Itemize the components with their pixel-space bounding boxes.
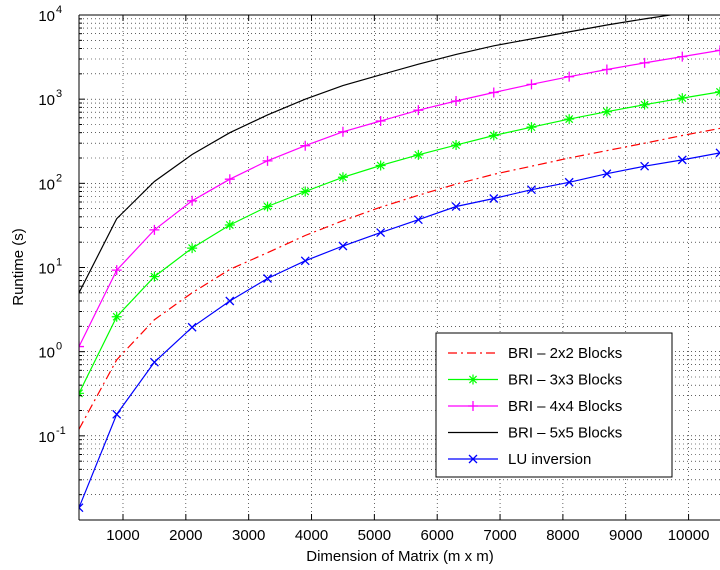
legend-label: LU inversion bbox=[508, 451, 591, 468]
series-line bbox=[79, 15, 675, 294]
legend-label: BRI – 5x5 Blocks bbox=[508, 425, 622, 442]
y-tick-exponent: 2 bbox=[56, 172, 62, 184]
series-markers bbox=[79, 45, 720, 513]
x-tick-label: 6000 bbox=[421, 527, 454, 544]
y-tick-exponent: 3 bbox=[56, 88, 62, 100]
series-marker bbox=[376, 228, 386, 238]
series-marker bbox=[112, 409, 122, 419]
series-marker bbox=[468, 374, 478, 385]
series-marker bbox=[451, 96, 462, 107]
y-tick-label: 10 bbox=[38, 176, 55, 193]
series-marker bbox=[187, 195, 198, 206]
y-tick-exponent: 4 bbox=[56, 4, 62, 16]
y-tick-label: 10 bbox=[38, 429, 55, 446]
x-tick-label: 5000 bbox=[358, 527, 391, 544]
series-marker bbox=[602, 169, 612, 179]
y-tick-exponent: 1 bbox=[56, 257, 62, 269]
series-marker bbox=[149, 357, 159, 367]
series-marker bbox=[564, 71, 575, 82]
series-marker bbox=[677, 93, 688, 104]
legend-label: BRI – 3x3 Blocks bbox=[508, 372, 622, 389]
series-marker bbox=[526, 122, 537, 133]
series-marker bbox=[413, 105, 424, 116]
series-marker bbox=[468, 454, 478, 464]
x-tick-label: 10000 bbox=[668, 527, 710, 544]
series-line bbox=[79, 127, 720, 430]
y-tick-label: 10 bbox=[38, 345, 55, 362]
series-marker bbox=[488, 87, 499, 98]
series-marker bbox=[601, 106, 612, 117]
series-marker bbox=[451, 202, 461, 211]
series-marker bbox=[413, 215, 423, 225]
x-tick-label: 9000 bbox=[609, 527, 642, 544]
series-marker bbox=[149, 271, 160, 282]
grid bbox=[79, 14, 720, 521]
series-marker bbox=[527, 185, 536, 195]
series-marker bbox=[224, 219, 235, 230]
x-tick-label: 4000 bbox=[295, 527, 328, 544]
series-marker bbox=[640, 161, 650, 171]
series-marker bbox=[564, 114, 575, 125]
series-marker bbox=[375, 116, 386, 127]
x-tick-label: 3000 bbox=[232, 527, 265, 544]
series-marker bbox=[300, 186, 311, 197]
series-line bbox=[79, 152, 720, 508]
y-tick-exponent: -1 bbox=[56, 425, 66, 437]
series-marker bbox=[262, 155, 273, 166]
series-marker bbox=[488, 130, 499, 141]
series-marker bbox=[263, 274, 272, 283]
series-marker bbox=[639, 99, 650, 110]
legend-label: BRI – 2x2 Blocks bbox=[508, 345, 622, 362]
series-marker bbox=[526, 79, 537, 90]
series-line bbox=[79, 49, 720, 347]
series-marker bbox=[300, 256, 310, 266]
x-tick-label: 8000 bbox=[546, 527, 579, 544]
y-axis-label: Runtime (s) bbox=[10, 228, 27, 306]
series-marker bbox=[601, 64, 612, 75]
series-marker bbox=[338, 241, 348, 251]
tick-labels: 1000 2000 3000 4000 5000 6000 7000 8000 9000 1000… bbox=[38, 4, 709, 544]
x-tick-label: 7000 bbox=[483, 527, 516, 544]
y-tick-label: 10 bbox=[38, 8, 55, 25]
x-tick-label: 2000 bbox=[169, 527, 202, 544]
series-marker bbox=[468, 401, 478, 411]
x-axis-label: Dimension of Matrix (m x m) bbox=[306, 548, 494, 565]
series-marker bbox=[224, 174, 235, 185]
axes bbox=[78, 14, 720, 521]
series-marker bbox=[337, 172, 348, 183]
y-tick-label: 10 bbox=[38, 261, 55, 278]
series-line bbox=[79, 91, 720, 394]
series-marker bbox=[677, 51, 688, 62]
series-marker bbox=[111, 265, 122, 276]
legend: BRI – 2x2 Blocks BRI – 3x3 Blocks BRI – 4x… bbox=[435, 332, 673, 478]
series-marker bbox=[715, 148, 720, 158]
series-marker bbox=[639, 57, 650, 68]
series-marker bbox=[413, 149, 424, 160]
series-marker bbox=[225, 296, 235, 306]
series-marker bbox=[79, 503, 84, 513]
legend-label: BRI – 4x4 Blocks bbox=[508, 398, 622, 415]
series-marker bbox=[111, 311, 122, 322]
series-marker bbox=[79, 341, 84, 352]
series-marker bbox=[564, 177, 574, 187]
series-marker bbox=[187, 322, 197, 332]
series-marker bbox=[187, 243, 198, 254]
series-marker bbox=[337, 126, 348, 137]
x-tick-label: 1000 bbox=[106, 527, 139, 544]
series-marker bbox=[300, 140, 311, 151]
series-marker bbox=[451, 140, 462, 151]
y-tick-exponent: 0 bbox=[56, 341, 62, 353]
series-marker bbox=[489, 194, 499, 203]
series-marker bbox=[375, 160, 386, 171]
series-marker bbox=[715, 45, 720, 56]
series-marker bbox=[677, 155, 687, 165]
legend-box bbox=[435, 332, 673, 478]
series-lines bbox=[79, 15, 720, 508]
series-marker bbox=[149, 224, 160, 235]
series-marker bbox=[262, 201, 273, 212]
y-tick-label: 10 bbox=[38, 92, 55, 109]
